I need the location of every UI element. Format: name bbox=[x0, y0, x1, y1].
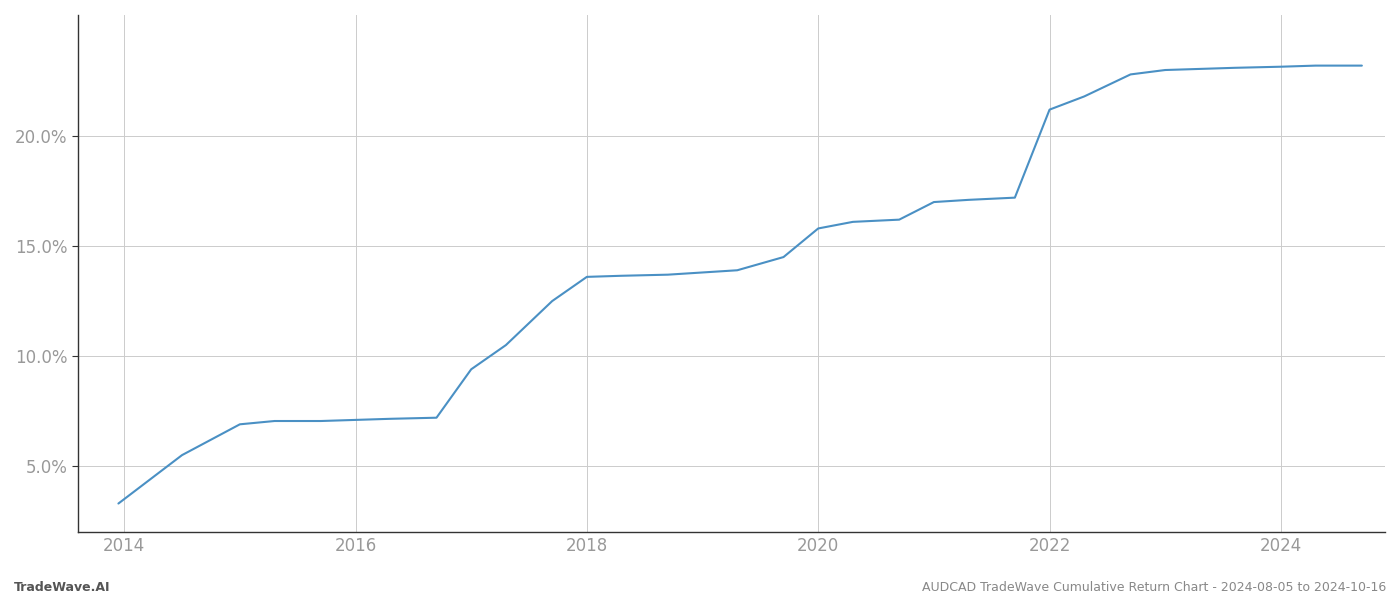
Text: TradeWave.AI: TradeWave.AI bbox=[14, 581, 111, 594]
Text: AUDCAD TradeWave Cumulative Return Chart - 2024-08-05 to 2024-10-16: AUDCAD TradeWave Cumulative Return Chart… bbox=[921, 581, 1386, 594]
